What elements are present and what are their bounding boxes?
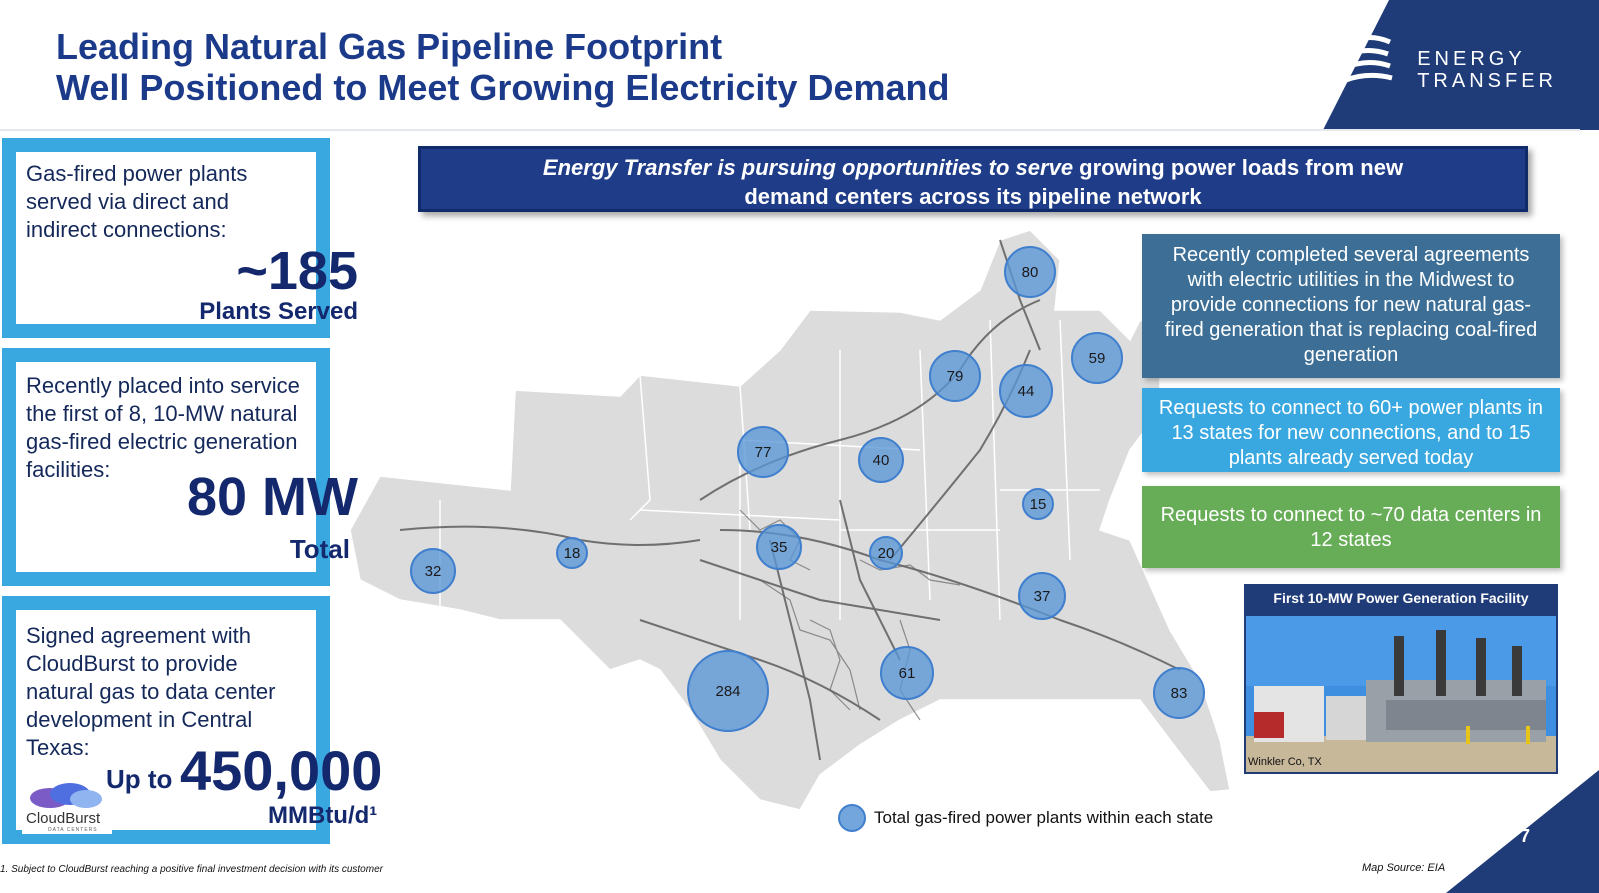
panel-text-line: Signed agreement with [26, 623, 252, 648]
banner-italic-text: Energy Transfer is pursuing opportunitie… [542, 155, 1074, 180]
stat-panel-megawatts: Recently placed into service the first o… [2, 348, 358, 586]
panel-text-line: development in Central [26, 707, 253, 732]
banner-line-2: demand centers across its pipeline netwo… [744, 184, 1202, 209]
panel-text-line: gas-fired electric generation [26, 429, 298, 454]
footnote: 1. Subject to CloudBurst reaching a posi… [0, 864, 383, 875]
map-bubble: 44 [999, 364, 1053, 418]
panel-text-line: natural gas to data center [26, 679, 276, 704]
map-bubble: 15 [1022, 488, 1054, 520]
panel-text-line: the first of 8, 10-MW natural [26, 401, 298, 426]
panel-text-line: facilities: [26, 457, 111, 482]
callout-data-center-requests: Requests to connect to ~70 data centers … [1142, 486, 1560, 568]
headline-banner: Energy Transfer is pursuing opportunitie… [418, 146, 1528, 212]
panel-text-line: Gas-fired power plants [26, 161, 248, 186]
map-bubble: 79 [929, 350, 981, 402]
map-bubble: 61 [880, 646, 934, 700]
cloudburst-logo-name: CloudBurst [26, 810, 101, 827]
bottom-corner-decoration [1446, 770, 1599, 893]
panel-text-line: CloudBurst to provide [26, 651, 238, 676]
facility-photo-card: First 10-MW Power Generation Facility Wi… [1244, 584, 1558, 774]
power-generation-facility-image [1246, 616, 1556, 772]
panel-text-line: Texas: [26, 735, 90, 760]
stat-unit: Total [289, 534, 350, 564]
logo-line-2: TRANSFER [1417, 70, 1557, 92]
us-pipeline-map [349, 229, 1231, 811]
title-line-2: Well Positioned to Meet Growing Electric… [56, 67, 950, 108]
photo-caption: Winkler Co, TX [1248, 756, 1322, 768]
logo-line-1: ENERGY [1417, 48, 1526, 70]
facility-photo: Winkler Co, TX [1246, 616, 1556, 772]
map-bubble: 32 [410, 548, 456, 594]
corner-decoration [1323, 0, 1599, 130]
panel-description: Recently placed into service the first o… [26, 372, 300, 484]
map-bubble: 20 [869, 536, 903, 570]
map-bubble: 37 [1018, 572, 1066, 620]
panel-description: Gas-fired power plants served via direct… [26, 160, 247, 244]
panel-text-line: served via direct and [26, 189, 229, 214]
title-line-1: Leading Natural Gas Pipeline Footprint [56, 26, 723, 67]
legend-bubble-icon [838, 804, 866, 832]
cloudburst-logo: CloudBurst DATA CENTERS [22, 782, 112, 834]
map-bubble: 77 [737, 426, 789, 478]
panel-text-line: indirect connections: [26, 217, 227, 242]
map-source: Map Source: EIA [1362, 862, 1446, 874]
map-bubble: 59 [1071, 332, 1123, 384]
photo-title: First 10-MW Power Generation Facility [1273, 590, 1529, 606]
banner-line-1: Energy Transfer is pursuing opportunitie… [421, 153, 1525, 182]
stat-unit: Plants Served [199, 298, 358, 325]
stat-panel-cloudburst: Signed agreement with CloudBurst to prov… [2, 596, 330, 844]
panel-text-line: Recently placed into service [26, 373, 300, 398]
stat-panel-plants-served: Gas-fired power plants served via direct… [2, 138, 358, 338]
callout-midwest-agreements: Recently completed several agreements wi… [1142, 234, 1560, 378]
energy-transfer-logo-text: ENERGY TRANSFER [1417, 48, 1557, 92]
map-bubble: 40 [858, 437, 904, 483]
map-bubble: 35 [756, 524, 802, 570]
stat-value: ~185 [236, 241, 358, 301]
page-title: Leading Natural Gas Pipeline Footprint W… [56, 26, 949, 108]
callout-power-plant-requests: Requests to connect to 60+ power plants … [1142, 388, 1560, 472]
cloudburst-cloud-icon [30, 783, 102, 808]
stat-unit: MMBtu/d¹ [268, 802, 378, 829]
legend-text: Total gas-fired power plants within each… [874, 808, 1214, 827]
map-bubble: 83 [1153, 667, 1205, 719]
stat-value: 80 MW [186, 467, 358, 527]
cloudburst-logo-sub: DATA CENTERS [48, 827, 98, 833]
map-bubble: 80 [1004, 246, 1056, 298]
stat-value: 450,000 [180, 739, 383, 802]
energy-transfer-logo-icon [1341, 35, 1393, 83]
header-divider [0, 129, 1580, 131]
map-bubble: 18 [556, 537, 588, 569]
map-bubble: 284 [687, 650, 769, 732]
page-number: 7 [1520, 826, 1531, 846]
stat-prefix: Up to [106, 764, 173, 794]
banner-rest-text: growing power loads from new [1073, 155, 1404, 180]
panel-description: Signed agreement with CloudBurst to prov… [26, 622, 276, 762]
